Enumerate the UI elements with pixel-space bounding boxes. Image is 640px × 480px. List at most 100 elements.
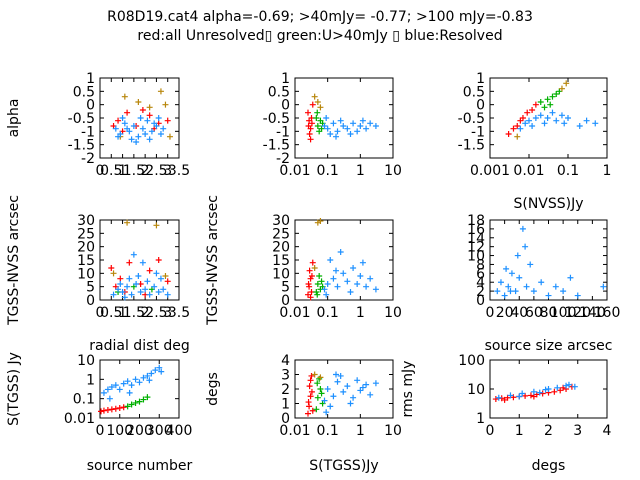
data-point-blue <box>514 252 521 259</box>
data-point-blue <box>507 392 514 399</box>
y-tick-label: 0 <box>86 293 95 309</box>
y-tick-label: 1 <box>476 71 485 87</box>
data-point-green <box>318 278 325 285</box>
x-tick-label: 0 <box>96 423 105 439</box>
data-point-green <box>556 88 563 95</box>
data-point-green <box>537 99 544 105</box>
data-point-blue <box>136 379 143 386</box>
x-tick-label: 0.001 <box>470 163 510 179</box>
x-tick-label: 0.5 <box>100 163 122 179</box>
data-point-blue <box>522 120 529 127</box>
x-tick-label: 0 <box>96 305 105 321</box>
y-tick-label: 2 <box>281 382 290 398</box>
x-tick-label: 1.5 <box>123 305 145 321</box>
data-point-blue <box>530 288 537 295</box>
y-tick-label: 10 <box>272 266 290 282</box>
x-tick-label: 60 <box>525 305 543 321</box>
y-tick-label: 0.5 <box>463 84 485 100</box>
data-point-blue <box>115 133 122 140</box>
data-point-green <box>547 101 554 108</box>
data-point-blue <box>130 251 137 258</box>
data-point-green <box>313 289 320 295</box>
x-tick-label: 3 <box>573 423 582 439</box>
data-point-blue <box>330 120 337 127</box>
data-point-blue <box>560 288 567 295</box>
y-tick-label: 15 <box>77 253 95 269</box>
x-tick-label: 0 <box>486 305 495 321</box>
data-point-red <box>120 404 127 411</box>
data-point-blue <box>139 259 146 266</box>
data-point-green <box>313 115 320 121</box>
data-point-blue <box>146 291 153 298</box>
x-tick-label: 0.5 <box>100 305 122 321</box>
y-tick-label: 1 <box>476 411 485 427</box>
data-point-blue <box>156 364 163 371</box>
x-tick-label: 400 <box>166 423 193 439</box>
data-point-green <box>318 125 325 132</box>
data-point-blue <box>142 131 149 137</box>
y-tick-label: -2 <box>81 151 95 167</box>
data-point-blue <box>526 117 532 124</box>
y-tick-label: 0 <box>476 293 485 309</box>
data-point-blue <box>554 384 561 391</box>
data-point-green <box>313 406 320 413</box>
data-point-green <box>314 394 321 401</box>
data-point-gold <box>162 101 169 108</box>
x-tick-label: 140 <box>579 305 606 321</box>
data-point-red <box>532 101 539 108</box>
data-point-gold <box>135 99 142 105</box>
plot-frame <box>99 219 180 301</box>
data-point-red <box>501 396 508 403</box>
data-point-blue <box>359 117 366 124</box>
data-point-blue <box>157 275 164 282</box>
figure-subtitle: red:all Unresolved▯ green:U>40mJy ▯ blue… <box>137 28 503 44</box>
data-point-red <box>309 101 316 108</box>
data-point-blue <box>124 283 131 290</box>
data-point-blue <box>151 120 158 127</box>
data-point-green <box>140 396 147 403</box>
x-tick-label: 2 <box>141 305 150 321</box>
y-tick-label: 10 <box>77 353 95 369</box>
data-point-blue <box>333 267 340 274</box>
data-point-blue <box>363 125 370 132</box>
data-point-red <box>551 388 558 395</box>
data-point-red <box>124 109 131 116</box>
data-point-blue <box>516 393 523 400</box>
data-point-blue <box>139 125 146 132</box>
data-point-blue <box>512 288 519 295</box>
data-point-red <box>304 109 311 116</box>
data-point-blue <box>536 389 543 396</box>
data-point-blue <box>334 283 341 290</box>
y-tick-label: 1 <box>281 397 290 413</box>
data-point-gold <box>317 218 324 224</box>
data-point-blue <box>327 403 334 410</box>
data-point-green <box>144 394 151 401</box>
data-point-blue <box>157 131 164 137</box>
data-point-blue <box>532 115 539 121</box>
y-tick-label: 20 <box>272 240 290 256</box>
data-point-blue <box>323 115 330 121</box>
x-axis-label: radial dist deg <box>89 338 189 354</box>
data-point-blue <box>576 123 583 129</box>
data-point-blue <box>144 117 151 124</box>
y-tick-label: 20 <box>77 240 95 256</box>
data-point-blue <box>104 386 111 393</box>
data-point-blue <box>552 283 559 290</box>
data-point-blue <box>112 125 119 132</box>
data-point-blue <box>160 286 167 293</box>
y-tick-label: -0.5 <box>263 111 290 127</box>
data-point-blue <box>347 289 354 295</box>
data-point-red <box>139 107 146 113</box>
data-point-red <box>510 125 517 132</box>
data-point-gold <box>153 222 160 229</box>
data-point-blue <box>574 292 581 299</box>
data-point-blue <box>115 286 122 293</box>
x-tick-label: 80 <box>540 305 558 321</box>
y-tick-label: -1.5 <box>458 138 485 154</box>
data-point-green <box>316 273 323 279</box>
data-point-red <box>155 257 162 263</box>
data-point-blue <box>132 376 139 383</box>
data-point-blue <box>367 275 374 282</box>
y-tick-label: 15 <box>272 253 290 269</box>
data-point-blue <box>151 283 158 290</box>
